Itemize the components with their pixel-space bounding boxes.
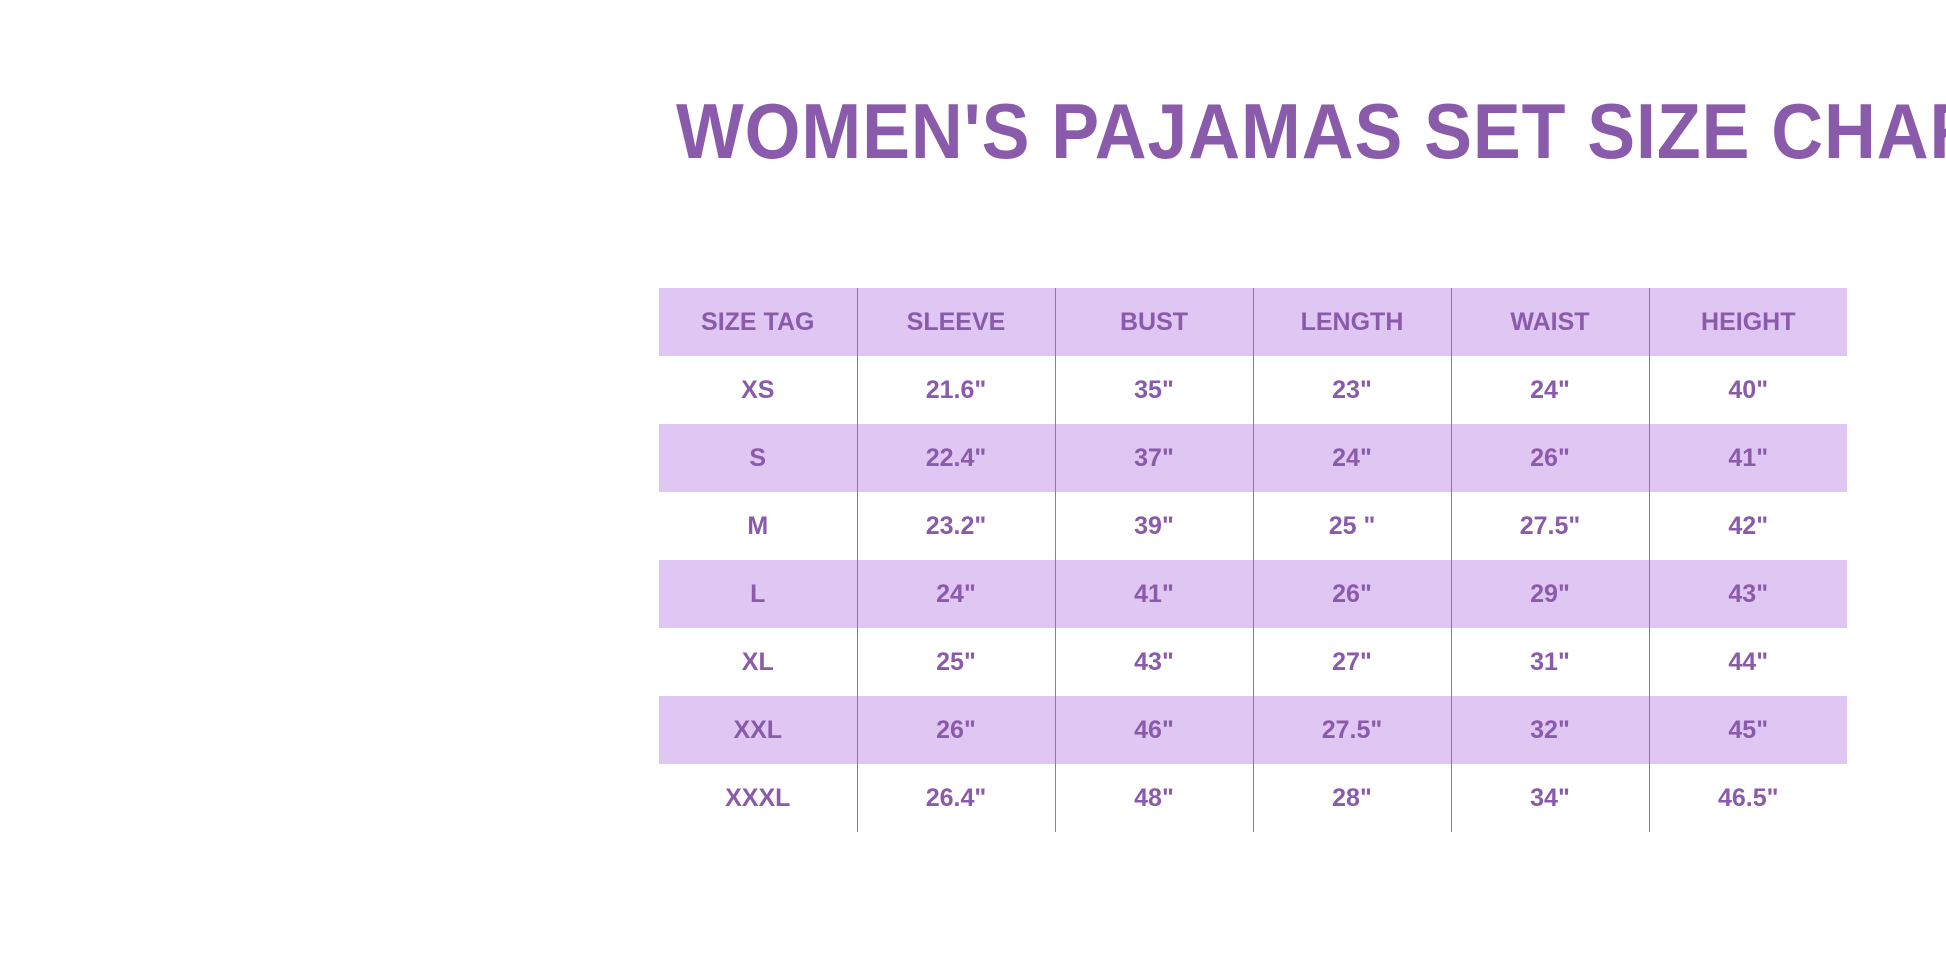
table-cell: 26" [1252, 560, 1451, 628]
table-cell: 25" [856, 628, 1055, 696]
table-cell: 32" [1450, 696, 1649, 764]
table-row: M 23.2" 39" 25 " 27.5" 42" [659, 492, 1847, 560]
table-cell: XXXL [725, 783, 791, 812]
table-row: XL 25" 43" 27" 31" 44" [659, 628, 1847, 696]
table-cell: 24" [1450, 356, 1649, 424]
table-cell: 43" [1648, 560, 1847, 628]
table-cell: 29" [1450, 560, 1649, 628]
table-row: S 22.4" 37" 24" 26" 41" [659, 424, 1847, 492]
table-row: XXXL 26.4" 48" 28" 34" 46.5" [659, 764, 1847, 832]
column-header: SLEEVE [856, 288, 1055, 356]
table-row: XXL 26" 46" 27.5" 32" 45" [659, 696, 1847, 764]
table-row: XS 21.6" 35" 23" 24" 40" [659, 356, 1847, 424]
table-cell: 37" [1054, 424, 1253, 492]
table-cell: 26" [856, 696, 1055, 764]
table-cell: 24" [1252, 424, 1451, 492]
table-cell: 43" [1054, 628, 1253, 696]
table-cell: 26.4" [856, 764, 1055, 832]
table-cell: 44" [1648, 628, 1847, 696]
table-cell: 31" [1450, 628, 1649, 696]
page-title: WOMEN'S PAJAMAS SET SIZE CHART [676, 87, 1946, 175]
table-cell: 35" [1054, 356, 1253, 424]
column-header: SIZE TAG [659, 288, 857, 356]
table-cell: 23" [1252, 356, 1451, 424]
table-cell: 25 " [1252, 492, 1451, 560]
table-cell: 42" [1648, 492, 1847, 560]
table-cell: 27" [1252, 628, 1451, 696]
table-cell: 46" [1054, 696, 1253, 764]
table-cell: 26" [1450, 424, 1649, 492]
table-cell: 46.5" [1648, 764, 1847, 832]
table-cell: XS [741, 375, 775, 404]
table-cell: L [659, 560, 857, 628]
table-cell: 48" [1054, 764, 1253, 832]
column-header: LENGTH [1252, 288, 1451, 356]
table-cell: 27.5" [1450, 492, 1649, 560]
size-chart-table: SIZE TAG SLEEVE BUST LENGTH WAIST HEIGHT XS 21… [659, 288, 1847, 832]
table-cell: 45" [1648, 696, 1847, 764]
table-cell: 22.4" [856, 424, 1055, 492]
table-cell: 21.6" [856, 356, 1055, 424]
table-cell: 27.5" [1252, 696, 1451, 764]
table-cell: 28" [1252, 764, 1451, 832]
table-cell: 41" [1648, 424, 1847, 492]
table-cell: 34" [1450, 764, 1649, 832]
column-header: WAIST [1450, 288, 1649, 356]
table-cell: 23.2" [856, 492, 1055, 560]
column-header: HEIGHT [1648, 288, 1847, 356]
table-cell: XXL [659, 696, 857, 764]
table-cell: S [659, 424, 857, 492]
table-header-row: SIZE TAG SLEEVE BUST LENGTH WAIST HEIGHT [659, 288, 1847, 356]
table-cell: XL [741, 647, 774, 676]
table-cell: M [747, 511, 769, 540]
table-cell: 24" [856, 560, 1055, 628]
table-cell: 39" [1054, 492, 1253, 560]
table-row: L 24" 41" 26" 29" 43" [659, 560, 1847, 628]
table-cell: 41" [1054, 560, 1253, 628]
column-header: BUST [1054, 288, 1253, 356]
table-cell: 40" [1648, 356, 1847, 424]
